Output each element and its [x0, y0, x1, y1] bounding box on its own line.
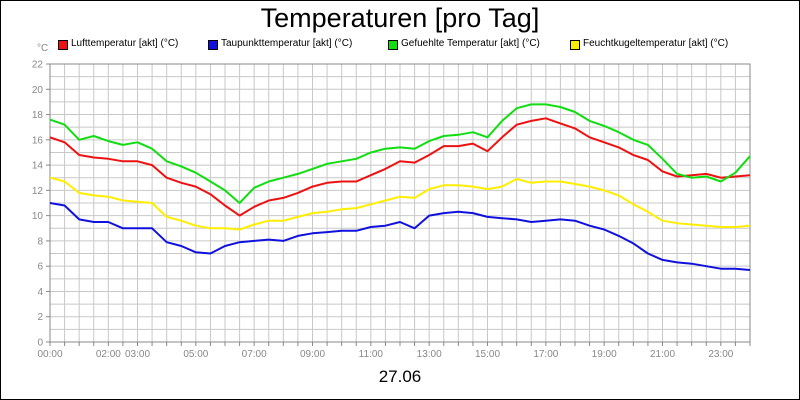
x-tick-label: 23:00	[708, 349, 733, 360]
x-tick-label: 11:00	[359, 349, 384, 360]
y-tick-label: 18	[32, 110, 44, 121]
series-line	[49, 103, 751, 204]
legend-label: Lufttemperatur [akt] (°C)	[71, 38, 179, 49]
legend-swatch	[570, 40, 580, 50]
y-tick-label: 22	[32, 60, 44, 71]
x-tick-label: 13:00	[417, 349, 442, 360]
chart-title: Temperaturen [pro Tag]	[260, 3, 540, 33]
y-tick-label: 12	[32, 186, 44, 197]
x-tick-label: 00:00	[37, 349, 62, 360]
x-tick-label: 17:00	[533, 349, 558, 360]
y-axis-unit: °C	[37, 43, 49, 54]
x-tick-label: 03:00	[125, 349, 150, 360]
x-tick-label: 09:00	[300, 349, 325, 360]
y-tick-label: 8	[37, 236, 43, 247]
x-tick-label: 15:00	[475, 349, 500, 360]
x-tick-label: 19:00	[592, 349, 617, 360]
y-tick-label: 0	[37, 338, 43, 349]
y-tick-label: 4	[37, 287, 43, 298]
x-tick-label: 02:00	[96, 349, 121, 360]
x-tick-label: 05:00	[183, 349, 208, 360]
legend-swatch	[388, 40, 398, 50]
series-line	[49, 176, 751, 231]
y-tick-label: 20	[32, 85, 44, 96]
y-tick-label: 6	[37, 262, 43, 273]
series-line	[49, 202, 751, 271]
series-line	[49, 117, 751, 217]
legend-label: Taupunkttemperatur [akt] (°C)	[221, 38, 353, 49]
legend-label: Feuchtkugeltemperatur [akt] (°C)	[583, 38, 729, 49]
x-tick-label: 07:00	[242, 349, 267, 360]
legend-label: Gefuehlte Temperatur [akt] (°C)	[401, 38, 540, 49]
y-tick-label: 14	[32, 161, 44, 172]
y-tick-label: 10	[32, 211, 44, 222]
legend-swatch	[58, 40, 68, 50]
x-tick-label: 21:00	[650, 349, 675, 360]
y-tick-label: 16	[32, 135, 44, 146]
date-label: 27.06	[378, 367, 422, 386]
legend-swatch	[208, 40, 218, 50]
y-tick-label: 2	[37, 312, 43, 323]
